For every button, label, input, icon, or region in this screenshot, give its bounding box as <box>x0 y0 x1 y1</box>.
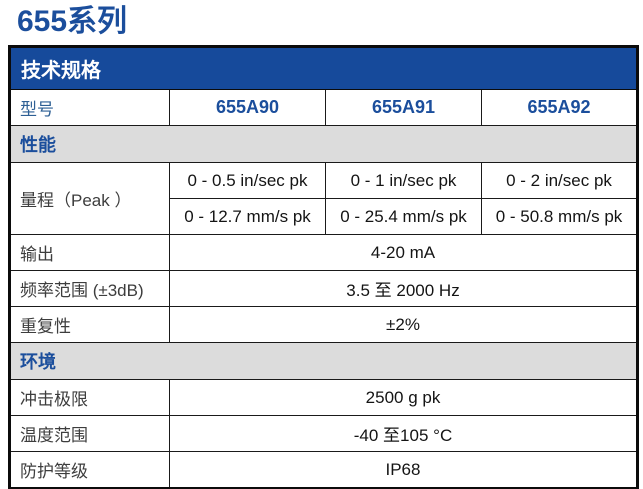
table-row-temperature: 温度范围 -40 至105 °C <box>9 415 638 452</box>
range-insec-a90: 0 - 0.5 in/sec pk <box>169 162 326 199</box>
output-value: 4-20 mA <box>169 234 638 271</box>
page-title: 655系列 <box>17 5 128 38</box>
range-mms-a90: 0 - 12.7 mm/s pk <box>169 198 326 235</box>
table-row-range-insec: 量程（Peak ） 0 - 0.5 in/sec pk 0 - 1 in/sec… <box>9 162 638 235</box>
range-mms-a92: 0 - 50.8 mm/s pk <box>481 198 638 235</box>
model-655a91: 655A91 <box>325 89 482 126</box>
section-performance: 性能 <box>9 125 638 163</box>
protection-value: IP68 <box>169 451 638 489</box>
temperature-value: -40 至105 °C <box>169 415 638 452</box>
model-655a92: 655A92 <box>481 89 638 126</box>
table-row-protection: 防护等级 IP68 <box>9 451 638 489</box>
table-title: 技术规格 <box>9 46 638 90</box>
spec-table: 技术规格 型号 655A90 655A91 655A92 性能 量程（Peak … <box>8 45 639 489</box>
table-row-frequency: 频率范围 (±3dB) 3.5 至 2000 Hz <box>9 270 638 307</box>
protection-label: 防护等级 <box>9 451 170 489</box>
model-label: 型号 <box>9 89 170 126</box>
table-row-shock: 冲击极限 2500 g pk <box>9 379 638 416</box>
section-environment: 环境 <box>9 342 638 380</box>
repeatability-value: ±2% <box>169 306 638 343</box>
model-655a90: 655A90 <box>169 89 326 126</box>
range-insec-a91: 0 - 1 in/sec pk <box>325 162 482 199</box>
shock-value: 2500 g pk <box>169 379 638 416</box>
temperature-label: 温度范围 <box>9 415 170 452</box>
section-performance-label: 性能 <box>9 125 638 163</box>
frequency-label: 频率范围 (±3dB) <box>9 270 170 307</box>
shock-label: 冲击极限 <box>9 379 170 416</box>
table-row-output: 输出 4-20 mA <box>9 234 638 271</box>
output-label: 输出 <box>9 234 170 271</box>
range-mms-a91: 0 - 25.4 mm/s pk <box>325 198 482 235</box>
table-row-range-mms: 0 - 12.7 mm/s pk 0 - 25.4 mm/s pk 0 - 50… <box>10 198 638 235</box>
range-label: 量程（Peak ） <box>9 162 170 235</box>
frequency-value: 3.5 至 2000 Hz <box>169 270 638 307</box>
table-row-repeatability: 重复性 ±2% <box>9 306 638 343</box>
repeatability-label: 重复性 <box>9 306 170 343</box>
table-header-row: 技术规格 <box>9 46 638 90</box>
range-insec-a92: 0 - 2 in/sec pk <box>481 162 638 199</box>
section-environment-label: 环境 <box>9 342 638 380</box>
table-row-model: 型号 655A90 655A91 655A92 <box>9 89 638 126</box>
